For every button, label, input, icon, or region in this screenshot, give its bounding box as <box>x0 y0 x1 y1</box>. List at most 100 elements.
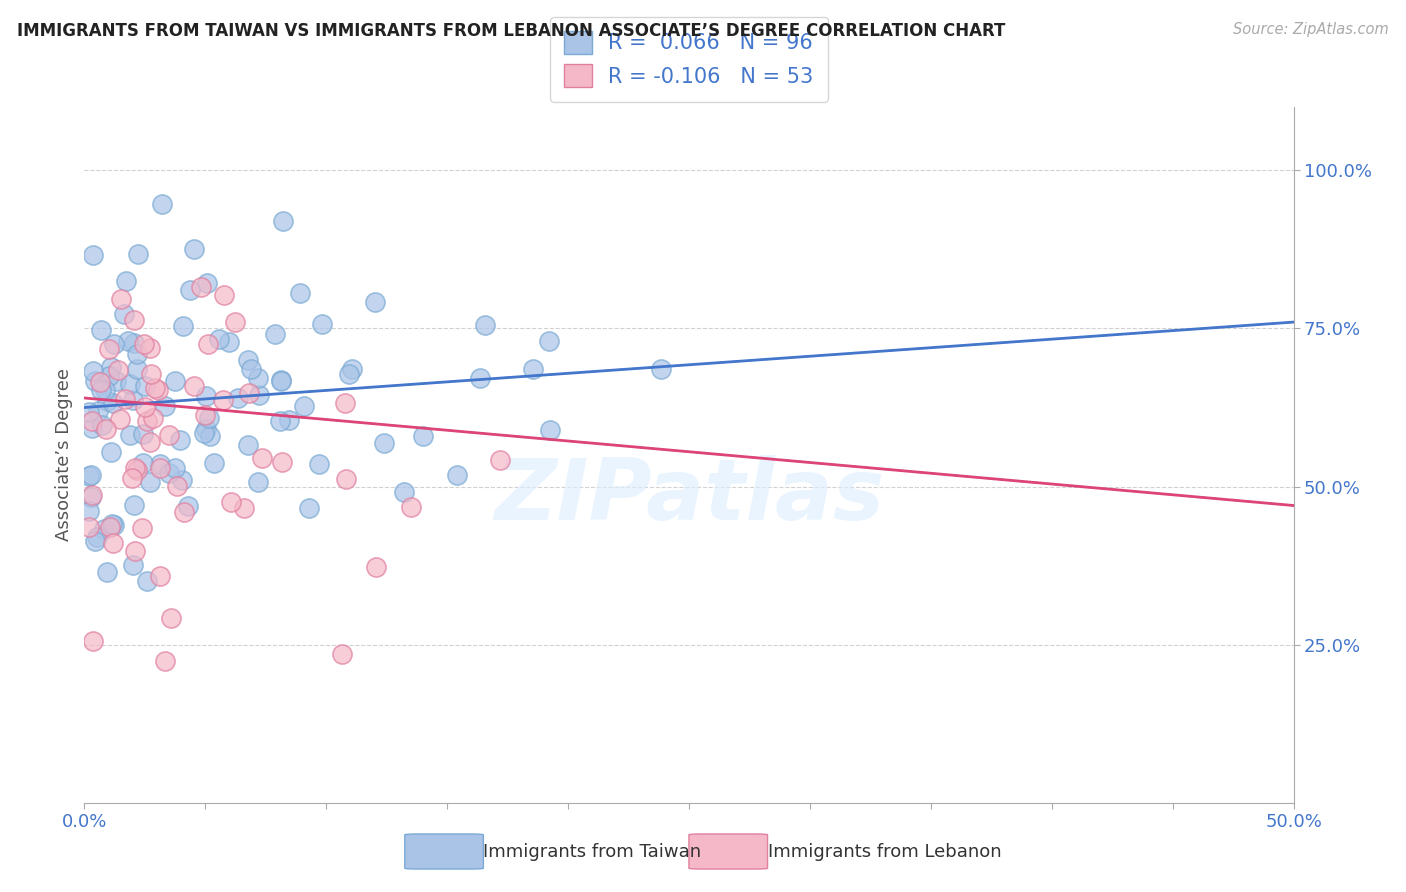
Point <box>139 435 162 450</box>
Point <box>271 454 294 468</box>
Point <box>211 392 233 407</box>
Point <box>194 409 217 423</box>
Point <box>238 385 260 400</box>
Point <box>114 392 136 406</box>
Point <box>364 560 387 574</box>
Point <box>270 374 292 388</box>
Text: ZIPatlas: ZIPatlas <box>494 455 884 538</box>
Point <box>236 352 259 367</box>
Point <box>249 388 271 402</box>
Point <box>117 334 139 348</box>
Point <box>105 375 128 389</box>
Point <box>277 413 299 427</box>
Point <box>120 376 142 391</box>
Point <box>392 484 415 499</box>
Point <box>193 425 215 440</box>
Point <box>100 516 122 531</box>
Point <box>537 334 560 348</box>
Point <box>93 522 115 536</box>
Point <box>308 457 330 471</box>
Point <box>134 401 156 415</box>
Point <box>83 374 105 388</box>
Point <box>412 429 434 443</box>
Point <box>200 429 222 443</box>
Point <box>202 456 225 470</box>
Point <box>96 394 118 409</box>
Point <box>120 427 142 442</box>
Point <box>474 318 496 332</box>
Point <box>363 295 385 310</box>
Point <box>169 433 191 447</box>
Point <box>194 422 217 436</box>
Point <box>538 424 561 438</box>
Point <box>224 315 246 329</box>
Point <box>155 399 177 413</box>
Point <box>650 362 672 376</box>
Point <box>166 479 188 493</box>
Point <box>103 517 125 532</box>
Point <box>160 611 183 625</box>
Point <box>121 558 143 573</box>
Point <box>125 346 148 360</box>
Point <box>190 280 212 294</box>
Point <box>77 469 100 483</box>
Point <box>239 361 262 376</box>
Point <box>150 197 173 211</box>
Point <box>139 341 162 355</box>
Point <box>183 379 205 393</box>
Point <box>125 361 148 376</box>
Point <box>340 361 363 376</box>
Point <box>108 412 131 426</box>
Point <box>232 501 254 516</box>
Point <box>263 326 285 341</box>
Point <box>98 343 121 357</box>
Point <box>153 653 176 667</box>
Legend: R =  0.066   N = 96, R = -0.106   N = 53: R = 0.066 N = 96, R = -0.106 N = 53 <box>550 17 828 102</box>
Point <box>221 494 243 508</box>
Point <box>149 461 172 475</box>
Point <box>132 456 155 470</box>
Point <box>139 475 162 490</box>
Point <box>157 467 180 481</box>
Point <box>98 368 121 383</box>
Point <box>122 335 145 350</box>
Point <box>292 399 315 413</box>
Point <box>121 392 143 407</box>
Point <box>335 396 357 410</box>
Point <box>122 499 145 513</box>
Point <box>79 490 101 504</box>
Point <box>149 569 172 583</box>
Point <box>82 414 104 428</box>
Point <box>226 391 249 405</box>
Point <box>115 274 138 288</box>
Point <box>77 405 100 419</box>
Point <box>250 450 273 465</box>
Point <box>93 384 115 398</box>
Point <box>79 468 101 483</box>
Point <box>298 501 321 516</box>
Point <box>271 214 294 228</box>
Point <box>179 283 201 297</box>
Point <box>103 337 125 351</box>
Point <box>197 410 219 425</box>
Point <box>195 276 218 290</box>
Point <box>468 371 491 385</box>
Point <box>82 248 104 262</box>
Y-axis label: Associate’s Degree: Associate’s Degree <box>55 368 73 541</box>
Point <box>101 536 124 550</box>
Point <box>125 463 148 477</box>
Point <box>86 529 108 543</box>
Point <box>87 404 110 418</box>
Point <box>212 288 235 302</box>
Point <box>146 383 169 397</box>
Point <box>82 634 104 648</box>
Text: IMMIGRANTS FROM TAIWAN VS IMMIGRANTS FROM LEBANON ASSOCIATE’S DEGREE CORRELATION: IMMIGRANTS FROM TAIWAN VS IMMIGRANTS FRO… <box>17 22 1005 40</box>
Point <box>157 427 180 442</box>
Point <box>110 292 132 306</box>
Point <box>143 381 166 395</box>
Point <box>96 565 118 579</box>
Point <box>112 307 135 321</box>
Point <box>247 475 270 489</box>
Point <box>89 376 111 390</box>
Point <box>488 453 510 467</box>
